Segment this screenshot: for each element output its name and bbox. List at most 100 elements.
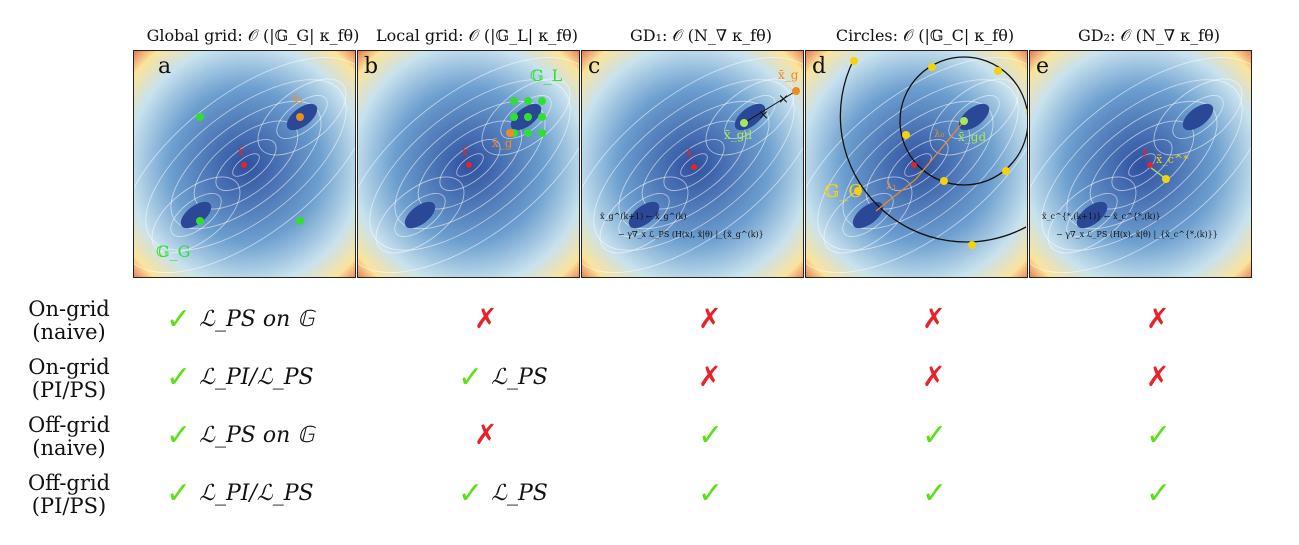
panel-letter: e bbox=[1036, 54, 1049, 79]
panel-letter: d bbox=[812, 54, 826, 79]
panel-b-plot: b 𝔾_L x̄_g x̄ bbox=[358, 51, 579, 277]
row-label-line: (PI/PS) bbox=[31, 494, 107, 518]
large-circle-arc bbox=[839, 58, 1027, 243]
panel-e-plot: x̃_c^* x̄ e x̃_c^{*,(k+1)} ← x̃_c^{*,(k)… bbox=[1030, 51, 1251, 277]
row-label-line: (naive) bbox=[32, 436, 106, 460]
check-icon: ✓ bbox=[166, 418, 192, 453]
label-xbar: x̄ bbox=[462, 145, 469, 158]
row-label-1: On-grid (PI/PS) bbox=[14, 356, 124, 402]
table-cell: ✓ ℒ_PS bbox=[458, 476, 548, 511]
step-mark: × bbox=[778, 92, 789, 107]
true-optimum bbox=[1147, 162, 1153, 168]
table-cell: ✓ bbox=[1146, 476, 1171, 511]
row-label-line: Off-grid bbox=[27, 471, 111, 495]
check-icon: ✓ bbox=[166, 476, 192, 511]
update-rule-line1: x̃_g^(k+1) ← x̃_g^(k) bbox=[600, 212, 686, 221]
panel-d-plot: x̄_gd λ₀ λ₁ 𝔾_C d bbox=[806, 51, 1027, 277]
table-cell: ✓ bbox=[922, 418, 947, 453]
panel-a: a x̄₁ x̄ 𝔾_G bbox=[133, 50, 356, 278]
local-grid bbox=[510, 97, 546, 137]
grid-point bbox=[296, 217, 304, 225]
cell-text: ℒ_PI/ℒ_PS bbox=[199, 365, 314, 390]
panel-b-title: Local grid: 𝒪 (|𝔾_L| κ_fθ) bbox=[375, 26, 579, 45]
start-point bbox=[792, 87, 800, 95]
panel-a-plot: a x̄₁ x̄ 𝔾_G bbox=[134, 51, 355, 277]
table-cell: ✗ bbox=[474, 418, 497, 451]
table-cell: ✗ bbox=[1146, 302, 1169, 335]
check-icon: ✓ bbox=[698, 418, 724, 453]
check-icon: ✓ bbox=[166, 360, 192, 395]
gd-path bbox=[743, 90, 797, 124]
cell-text: ℒ_PS bbox=[491, 481, 548, 506]
check-icon: ✓ bbox=[166, 302, 192, 337]
table-cell: ✓ ℒ_PS bbox=[458, 360, 548, 395]
check-icon: ✓ bbox=[458, 360, 484, 395]
row-label-line: (PI/PS) bbox=[31, 378, 107, 402]
cross-icon: ✗ bbox=[698, 360, 722, 393]
circle-candidates bbox=[850, 57, 1027, 249]
row-label-3: Off-grid (PI/PS) bbox=[14, 472, 124, 518]
table-cell: ✓ ℒ_PS on 𝔾 bbox=[166, 302, 314, 337]
table-cell: ✓ bbox=[922, 476, 947, 511]
panel-d: x̄_gd λ₀ λ₁ 𝔾_C d bbox=[805, 50, 1028, 278]
cell-text: ℒ_PS on 𝔾 bbox=[199, 423, 315, 448]
label-local-grid: 𝔾_L bbox=[530, 66, 563, 85]
label-xbar: x̄ bbox=[238, 145, 245, 158]
lambda0-arrow bbox=[915, 120, 965, 180]
panel-a-title: Global grid: 𝒪 (|𝔾_G| κ_fθ) bbox=[146, 26, 360, 45]
panel-c-plot: x̄_g × × x̄_gd x̄ c x̃_g^(k+1) ← x̃_g^(k… bbox=[582, 51, 803, 277]
check-icon: ✓ bbox=[458, 476, 484, 511]
table-cell: ✗ bbox=[698, 302, 721, 335]
panel-letter: c bbox=[588, 54, 600, 79]
cross-icon: ✗ bbox=[922, 360, 946, 393]
panel-d-title: Circles: 𝒪 (|𝔾_C| κ_fθ) bbox=[835, 26, 1015, 45]
table-cell: ✗ bbox=[922, 302, 945, 335]
cross-icon: ✗ bbox=[474, 302, 498, 335]
row-label-2: Off-grid (naive) bbox=[14, 414, 124, 460]
cell-text: ℒ_PS on 𝔾 bbox=[199, 307, 315, 332]
table-cell: ✓ ℒ_PI/ℒ_PS bbox=[166, 476, 314, 511]
label-circle-grid: 𝔾_C bbox=[824, 181, 862, 202]
true-optimum bbox=[466, 162, 472, 168]
true-optimum bbox=[911, 162, 917, 168]
step-mark: × bbox=[758, 108, 769, 123]
label-lambda1: λ₁ bbox=[886, 181, 896, 192]
panel-c: x̄_g × × x̄_gd x̄ c x̃_g^(k+1) ← x̃_g^(k… bbox=[581, 50, 804, 278]
update-rule-line1: x̃_c^{*,(k+1)} ← x̃_c^{*,(k)} bbox=[1042, 212, 1161, 221]
update-rule-line2: − γ∇_x ℒ_PS (H(x), x̃|θ) |_{x̃_g^(k)} bbox=[618, 230, 764, 239]
best-local-point bbox=[506, 129, 514, 137]
label-x1: x̄₁ bbox=[292, 92, 304, 106]
check-icon: ✓ bbox=[922, 418, 948, 453]
panel-letter: a bbox=[158, 54, 171, 79]
update-rule-line2: − γ∇_x ℒ_PS (H(x), x̃|θ) |_{x̃_c^{*,(k)}… bbox=[1056, 230, 1218, 239]
panel-letter: b bbox=[364, 54, 378, 79]
label-xgd: x̄_gd bbox=[724, 128, 752, 142]
table-cell: ✓ bbox=[698, 418, 723, 453]
best-grid-point bbox=[296, 113, 304, 121]
row-label-line: (naive) bbox=[32, 320, 106, 344]
grid-point bbox=[196, 113, 204, 121]
cross-icon: ✗ bbox=[1146, 302, 1170, 335]
label-lambda0: λ₀ bbox=[934, 129, 944, 140]
table-cell: ✓ ℒ_PI/ℒ_PS bbox=[166, 360, 314, 395]
check-icon: ✓ bbox=[1146, 418, 1172, 453]
label-xbar: x̄ bbox=[1142, 147, 1149, 160]
check-icon: ✓ bbox=[698, 476, 724, 511]
true-optimum bbox=[691, 164, 697, 170]
label-xc-star: x̃_c^* bbox=[1156, 153, 1189, 166]
panel-c-title: GD₁: 𝒪 (N_∇ κ_fθ) bbox=[630, 26, 772, 45]
gd2-path bbox=[1149, 166, 1167, 180]
panel-e: x̃_c^* x̄ e x̃_c^{*,(k+1)} ← x̃_c^{*,(k)… bbox=[1029, 50, 1252, 278]
check-icon: ✓ bbox=[1146, 476, 1172, 511]
label-xg: x̄_g bbox=[492, 136, 513, 150]
table-cell: ✗ bbox=[698, 360, 721, 393]
table-cell: ✓ bbox=[1146, 418, 1171, 453]
gd-point bbox=[960, 117, 968, 125]
grid-point bbox=[196, 217, 204, 225]
cell-text: ℒ_PS bbox=[491, 365, 548, 390]
cross-icon: ✗ bbox=[698, 302, 722, 335]
table-cell: ✗ bbox=[1146, 360, 1169, 393]
lambda1-arrow bbox=[875, 178, 917, 212]
panel-b: b 𝔾_L x̄_g x̄ bbox=[357, 50, 580, 278]
panel-e-title: GD₂: 𝒪 (N_∇ κ_fθ) bbox=[1078, 26, 1220, 45]
